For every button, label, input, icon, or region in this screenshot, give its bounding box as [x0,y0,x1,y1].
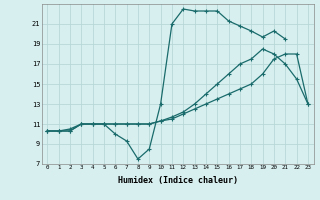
X-axis label: Humidex (Indice chaleur): Humidex (Indice chaleur) [118,176,237,185]
